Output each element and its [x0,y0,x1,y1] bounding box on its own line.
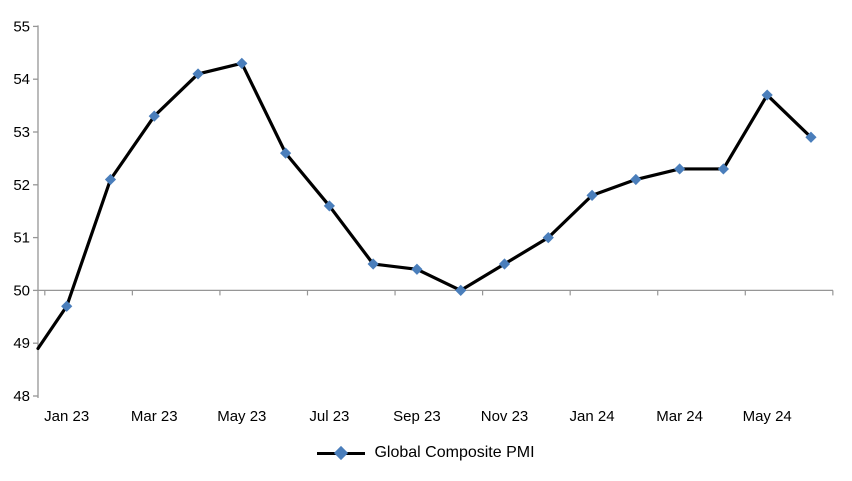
legend-label: Global Composite PMI [374,444,535,461]
y-axis-label: 48 [13,388,30,405]
x-axis-label: Jul 23 [309,408,349,425]
x-axis-label: Jan 24 [570,408,615,425]
data-point-marker [630,173,642,186]
pmi-line-chart: 48 49 50 51 52 53 54 55 Jan 23 Mar 23 May 23 Jul 23… [13,18,834,425]
data-point-marker [192,68,204,80]
data-point-marker [717,163,729,175]
x-axis-label: Sep 23 [393,408,441,425]
data-point-marker [542,232,554,244]
y-axis-label: 50 [13,282,30,299]
y-axis-label: 51 [13,230,30,247]
data-point-marker [498,258,511,270]
data-point-marker [323,200,335,212]
pmi-series-line [36,61,813,351]
y-axis-label: 55 [13,18,30,35]
x-axis-label: Jan 23 [44,408,89,425]
data-point-marker [411,263,423,275]
y-axis-label: 49 [13,335,30,352]
x-axis-label: May 23 [217,408,266,425]
y-axis-label: 52 [13,177,30,194]
data-point-marker [674,163,686,175]
legend-diamond-icon [334,445,349,461]
legend-key [317,445,366,461]
x-axis-label: Mar 24 [656,408,703,425]
x-axis-label: May 24 [743,408,792,425]
y-axis-label: 54 [13,71,30,88]
data-point-marker [761,89,773,101]
data-point-marker [586,189,598,201]
data-point-marker [455,284,467,296]
legend: Global Composite PMI [0,438,852,468]
data-point-marker [148,110,160,122]
x-axis-label: Mar 23 [131,408,178,425]
data-point-marker [104,173,117,186]
data-point-marker [280,147,292,159]
y-axis-label: 53 [13,124,30,141]
data-point-marker [367,258,379,270]
x-axis-label: Nov 23 [481,408,529,425]
data-point-marker [236,57,248,69]
data-point-marker [61,300,73,312]
data-point-marker [805,131,817,143]
